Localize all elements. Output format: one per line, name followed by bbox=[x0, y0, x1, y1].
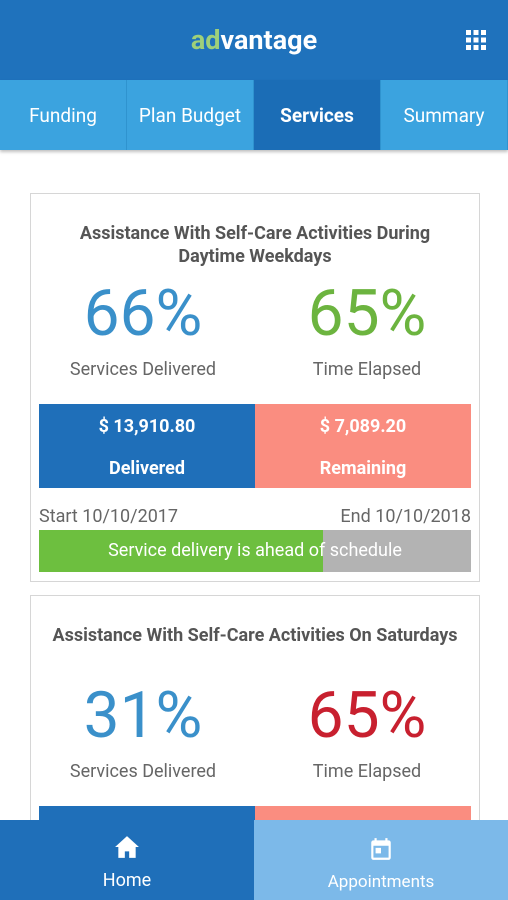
calendar-icon bbox=[371, 838, 391, 860]
tab[interactable]: Funding bbox=[0, 80, 127, 150]
delivered-percent: 66% bbox=[83, 276, 203, 351]
caption: Delivered bbox=[109, 458, 185, 479]
menu-icon[interactable] bbox=[466, 30, 486, 50]
nav-home[interactable]: Home bbox=[0, 820, 254, 900]
card-title: Assistance With Self-Care Activities On … bbox=[52, 625, 458, 646]
end-date: End 10/10/2018 bbox=[340, 506, 471, 527]
card-title: Assistance With Self-Care Activities Dur… bbox=[79, 223, 431, 267]
progress-fill bbox=[39, 530, 323, 572]
start-date: Start 10/10/2017 bbox=[39, 506, 179, 527]
label: Services Delivered bbox=[69, 761, 217, 782]
caption: Remaining bbox=[319, 458, 407, 479]
tab-bar: Funding Plan Budget Services Summary bbox=[0, 80, 508, 150]
nav-label: Appointments bbox=[327, 872, 435, 892]
elapsed-percent: 65% bbox=[307, 276, 427, 351]
elapsed-percent: 65% bbox=[307, 678, 427, 753]
logo-part: ad bbox=[190, 24, 221, 56]
logo: advantage bbox=[0, 24, 508, 56]
status-text: Service delivery is ahead of schedule bbox=[108, 540, 402, 561]
home-icon bbox=[115, 836, 139, 858]
label: Time Elapsed bbox=[312, 359, 422, 380]
amount: $ 13,910.80 bbox=[98, 416, 196, 437]
delivered-percent: 31% bbox=[83, 678, 203, 753]
tab[interactable]: Plan Budget bbox=[127, 80, 254, 150]
amount: $ 7,089.20 bbox=[319, 416, 407, 437]
tab[interactable]: Summary bbox=[381, 80, 508, 150]
nav-label: Home bbox=[102, 870, 152, 891]
header bbox=[0, 0, 508, 80]
nav-appointments[interactable]: Appointments bbox=[254, 820, 508, 900]
delivered-box: $ 13,910.80 Delivered bbox=[39, 404, 255, 488]
label: Time Elapsed bbox=[312, 761, 422, 782]
label: Services Delivered bbox=[69, 359, 217, 380]
tab[interactable]: Services bbox=[254, 80, 381, 150]
logo-part: vantage bbox=[220, 24, 318, 56]
service-card[interactable]: Assistance With Self-Care Activities Dur… bbox=[30, 193, 480, 582]
remaining-box: $ 7,089.20 Remaining bbox=[255, 404, 471, 488]
